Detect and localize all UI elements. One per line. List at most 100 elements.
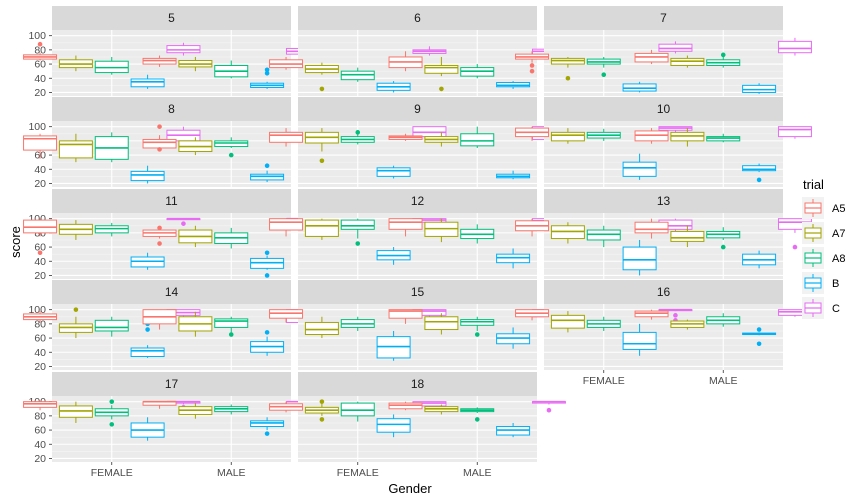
outlier-point [264, 273, 270, 278]
strip-bg [52, 6, 291, 30]
box-body [304, 219, 339, 237]
box-B [496, 327, 531, 349]
box-A7 [178, 311, 213, 337]
panel-15: 15 [269, 280, 566, 370]
box-C [658, 126, 693, 134]
strip-bg [298, 189, 537, 213]
box-B [622, 153, 657, 180]
outlier-point [474, 332, 480, 337]
box-B [376, 330, 411, 361]
box-A7 [550, 56, 585, 81]
box-body [742, 165, 777, 172]
box-body [424, 316, 459, 331]
y-tick-label: 100 [28, 30, 46, 42]
box-A7 [670, 128, 705, 147]
box-B [130, 252, 165, 270]
legend-label: C [832, 303, 840, 315]
box-A7 [178, 56, 213, 72]
box-body [376, 167, 411, 177]
box-body [269, 218, 304, 231]
strip-label: 11 [165, 194, 178, 208]
outlier-point [157, 147, 162, 152]
box-A7 [424, 404, 459, 415]
box-B [622, 81, 657, 93]
box-body [388, 218, 423, 230]
box-A8 [214, 60, 249, 79]
box-C [658, 41, 693, 54]
strip-label: 8 [168, 102, 175, 116]
strip-bg [544, 6, 783, 30]
y-tick-label: 20 [34, 87, 46, 99]
box-B [250, 330, 285, 356]
y-tick-label: 100 [28, 121, 46, 133]
box-A8 [340, 316, 375, 331]
strip-label: 15 [411, 285, 425, 299]
box-A7 [670, 225, 705, 248]
box-C [412, 46, 447, 56]
strip-bg [298, 280, 537, 304]
panel-6: 6 [269, 6, 566, 96]
box-A5 [142, 225, 177, 246]
box-A7 [550, 222, 585, 244]
x-tick-label: FEMALE [91, 467, 133, 479]
outlier-point [673, 313, 678, 318]
box-C [658, 308, 693, 323]
outlier-point [319, 86, 325, 92]
box-body [460, 133, 495, 147]
box-B [622, 323, 657, 356]
box-A8 [706, 313, 741, 327]
outlier-point [109, 399, 115, 404]
box-body [670, 230, 705, 242]
box-B [742, 327, 777, 347]
box-A5 [634, 128, 669, 144]
outlier-point [529, 63, 535, 68]
box-A7 [670, 319, 705, 330]
y-tick-label: 20 [34, 178, 46, 190]
panel-8: 820406080100 [23, 97, 320, 190]
box-A5 [388, 401, 423, 411]
outlier-point [756, 327, 762, 332]
y-tick-label: 40 [34, 256, 46, 268]
box-C [531, 400, 566, 413]
box-A8 [460, 316, 495, 337]
box-A7 [424, 218, 459, 243]
outlier-point [264, 67, 270, 73]
box-A5 [142, 400, 177, 409]
outlier-point [109, 422, 115, 427]
box-A5 [388, 309, 423, 324]
box-body [622, 161, 657, 177]
x-tick-label: MALE [463, 467, 492, 479]
box-A8 [586, 56, 621, 78]
outlier-point [474, 417, 480, 422]
box-A7 [304, 218, 339, 240]
legend-title: trial [803, 177, 824, 192]
legend: trial A5 A7 A8 B C [802, 177, 845, 319]
box-body [376, 418, 411, 433]
outlier-point [319, 158, 325, 164]
y-tick-label: 20 [34, 361, 46, 373]
outlier-point [756, 177, 762, 183]
box-A5 [634, 309, 669, 320]
y-tick-label: 60 [34, 425, 46, 437]
y-tick-label: 80 [34, 44, 46, 56]
box-A5 [388, 133, 423, 141]
outlier-point [601, 72, 607, 78]
box-C [166, 217, 201, 226]
strip-label: 5 [168, 11, 175, 25]
box-A5 [269, 56, 304, 70]
box-B [250, 67, 285, 89]
panel-7: 7 [515, 6, 812, 96]
box-A5 [23, 218, 58, 256]
legend-item-A8: A8 [802, 247, 845, 269]
box-A8 [586, 316, 621, 331]
panel-10: 10 [515, 97, 812, 187]
box-A8 [460, 64, 495, 79]
box-B [622, 239, 657, 276]
strip-label: 14 [165, 285, 179, 299]
box-A5 [515, 126, 550, 141]
box-C [166, 42, 201, 56]
box-A8 [94, 132, 129, 163]
legend-label: A5 [832, 203, 845, 215]
box-body [550, 131, 585, 142]
